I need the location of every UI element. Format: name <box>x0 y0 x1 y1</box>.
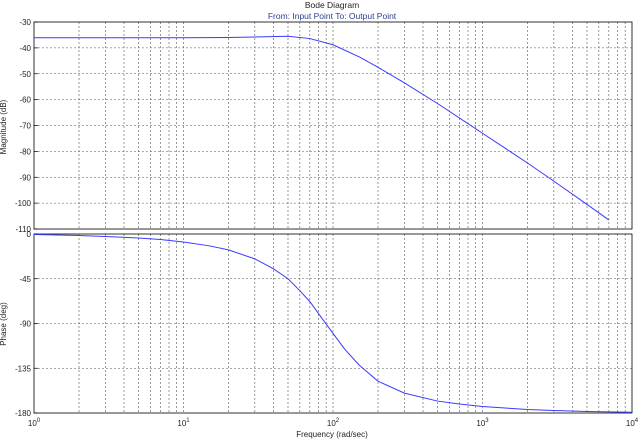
magnitude-ytick-label: -30 <box>19 18 31 27</box>
magnitude-ytick-label: -110 <box>16 225 32 234</box>
phase-ytick-label: 0 <box>27 230 32 239</box>
frequency-xlabel: Frequency (rad/sec) <box>296 430 368 439</box>
frequency-xtick-label: 100 <box>28 418 41 428</box>
magnitude-ytick-label: -50 <box>19 70 31 79</box>
phase-ytick-label: -135 <box>15 364 32 373</box>
magnitude-ytick-label: -70 <box>19 122 31 131</box>
phase-ytick-label: -180 <box>15 409 32 418</box>
frequency-xtick-label: 104 <box>626 418 639 428</box>
phase-ytick-label: -90 <box>19 320 31 329</box>
phase-ylabel: Phase (deg) <box>0 302 8 346</box>
magnitude-series-line <box>34 35 610 221</box>
magnitude-ytick-label: -100 <box>15 199 32 208</box>
magnitude-panel: -30 -40 -50 -60 -70 -80 -90 -100 -110 <box>15 18 633 234</box>
chart-title: Bode Diagram <box>305 0 359 10</box>
magnitude-ytick-label: -80 <box>19 147 31 156</box>
frequency-xtick-label: 101 <box>177 418 190 428</box>
phase-ytick-label: -45 <box>19 275 31 284</box>
frequency-xtick-label: 103 <box>476 418 489 428</box>
magnitude-ytick-label: -90 <box>19 173 31 182</box>
magnitude-ytick-label: -60 <box>19 96 31 105</box>
magnitude-ylabel: Magnitude (dB) <box>0 99 8 154</box>
frequency-xtick-label: 102 <box>327 418 340 428</box>
phase-series-line <box>33 234 633 413</box>
chart-subtitle: From: Input Point To: Output Point <box>268 11 397 21</box>
magnitude-ytick-label: -40 <box>19 44 31 53</box>
